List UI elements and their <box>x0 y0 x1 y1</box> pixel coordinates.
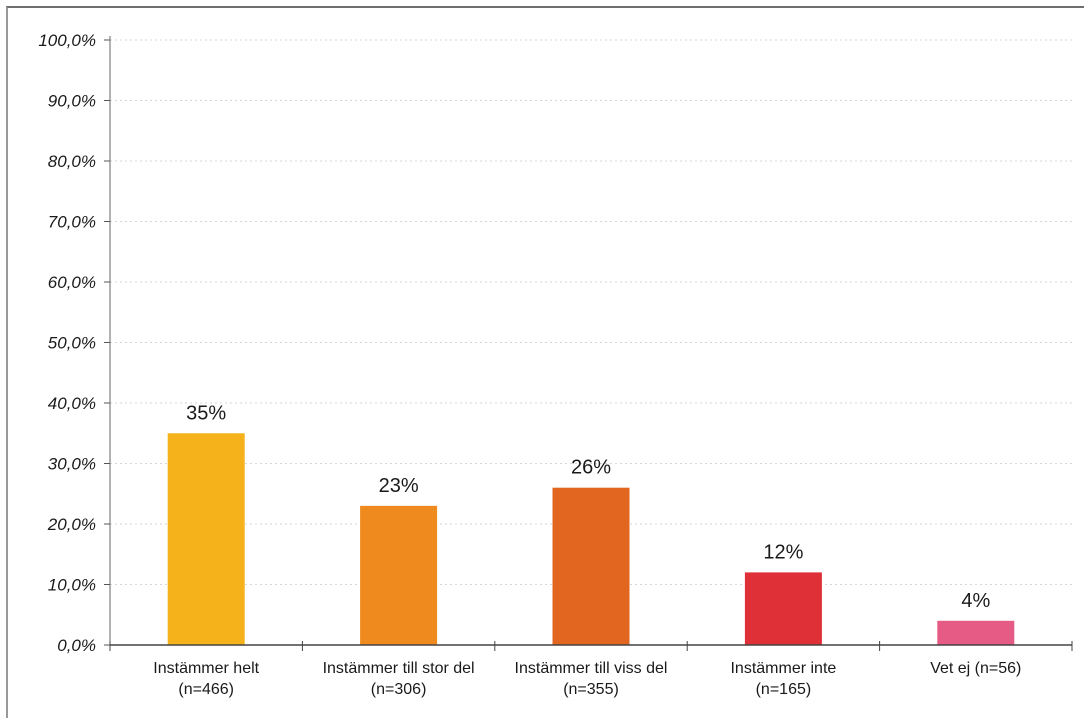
bars <box>167 433 1015 645</box>
y-tick-label: 0,0% <box>57 636 96 655</box>
y-tick-label: 90,0% <box>48 92 96 111</box>
y-tick-label: 50,0% <box>48 334 96 353</box>
y-tick-label: 80,0% <box>48 152 96 171</box>
y-tick-label: 20,0% <box>47 515 96 534</box>
y-axis: 0,0% 10,0% 20,0% 30,0% 40,0% 50,0% 60,0% 70,0% 8… <box>38 31 111 655</box>
data-label: 23% <box>379 475 419 497</box>
y-tick-label: 60,0% <box>48 273 96 292</box>
x-category-label: Vet ej (n=56) <box>930 660 1021 677</box>
data-label: 26% <box>571 457 611 479</box>
x-category-label: Instämmer helt (n=466) <box>153 660 259 698</box>
y-tick-label: 30,0% <box>48 455 96 474</box>
chart-frame <box>6 6 1084 718</box>
data-label: 4% <box>961 590 990 612</box>
bar <box>744 572 822 645</box>
bar <box>167 433 245 645</box>
x-axis: Instämmer helt (n=466) Instämmer till stor… <box>109 641 1073 698</box>
data-labels: 35% 23% 26% 12% 4% <box>186 402 990 612</box>
data-label: 35% <box>186 402 226 424</box>
x-category-label: Instämmer till viss del (n=355) <box>515 660 668 698</box>
bar <box>937 620 1015 645</box>
bar <box>552 487 630 645</box>
y-tick-label: 100,0% <box>38 31 96 50</box>
x-category-label: Instämmer inte (n=165) <box>730 660 836 698</box>
data-label: 12% <box>763 541 803 563</box>
x-category-label: Instämmer till stor del (n=306) <box>323 660 475 698</box>
y-tick-label: 40,0% <box>48 394 96 413</box>
y-tick-label: 10,0% <box>48 576 96 595</box>
bar <box>360 505 438 645</box>
y-tick-label: 70,0% <box>48 213 96 232</box>
